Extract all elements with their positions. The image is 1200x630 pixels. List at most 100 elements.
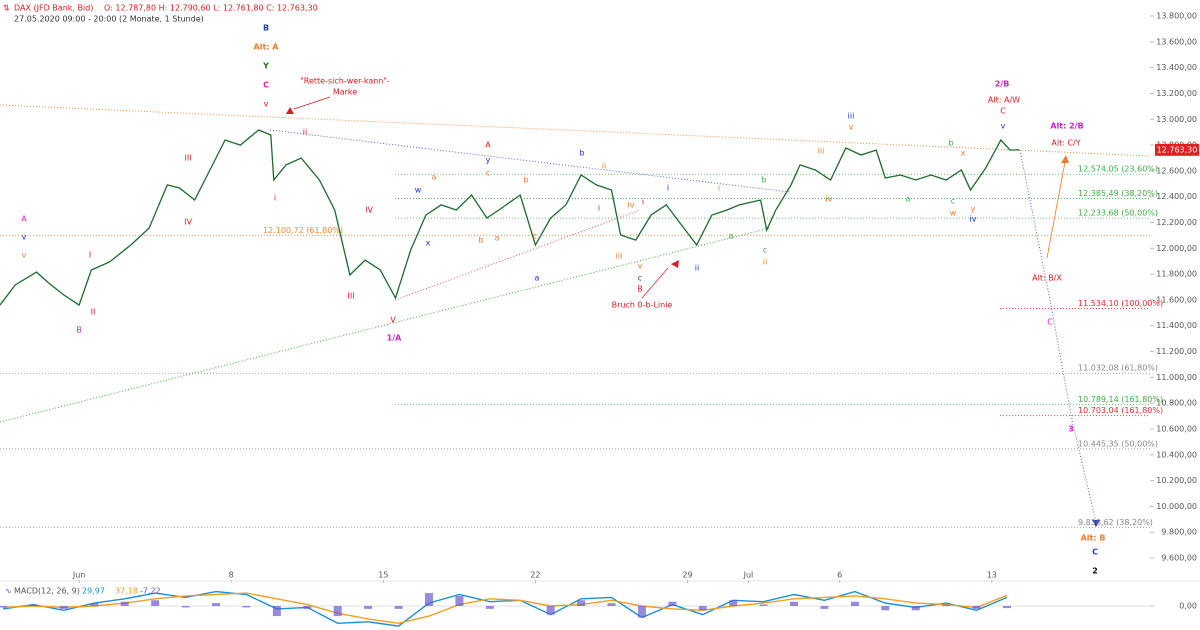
pointer [293, 96, 331, 110]
wave-label: IV [365, 206, 373, 215]
wave-label: A [485, 141, 491, 150]
period: 27.05.2020 09:00 - 20:00 (2 Monate, 1 St… [14, 15, 204, 24]
wave-label: I [89, 251, 91, 260]
wave-label: x [961, 149, 966, 158]
histogram-bar [850, 601, 859, 606]
macd-line [2, 590, 1008, 627]
last-price-label: 12.763,30 [1157, 145, 1198, 154]
wave-label: c [763, 246, 767, 255]
histogram-bar [151, 600, 160, 606]
trend-line [0, 227, 771, 423]
histogram-bar [242, 606, 251, 608]
x-tick-label: 13 [987, 571, 997, 580]
wave-label: c [533, 232, 537, 241]
histogram-bar [698, 606, 707, 611]
wave-label: B [263, 24, 269, 33]
x-tick-label: 8 [229, 571, 234, 580]
y-tick-label: 12.000,00 [1156, 244, 1197, 253]
wave-label: b [579, 149, 584, 158]
forecast-path [1019, 149, 1097, 523]
macd-icon: ∿ [5, 587, 12, 596]
wave-label: b [761, 176, 766, 185]
wave-label: b [948, 139, 953, 148]
trend-line [394, 209, 641, 301]
wave-label: i [642, 198, 644, 207]
wave-label: iv [826, 195, 833, 204]
y-tick-label: 12.400,00 [1156, 192, 1197, 201]
wave-label: i [718, 184, 720, 193]
y-tick-label: 13.600,00 [1156, 37, 1197, 46]
wave-label: y [971, 205, 976, 214]
wave-label: a [535, 274, 540, 283]
histogram-bar [1003, 606, 1012, 609]
wave-label: III [184, 154, 191, 163]
trend-line [0, 104, 1151, 157]
wave-label: A [21, 215, 27, 224]
y-tick-label: 10.600,00 [1156, 424, 1197, 433]
wave-label: v [22, 233, 27, 242]
level-label: 11.032,08 (61,80%) [1078, 364, 1158, 373]
wave-label: III [347, 292, 354, 301]
histogram-bar [29, 604, 38, 606]
histogram-bar [759, 604, 768, 606]
histogram-bar [668, 601, 677, 606]
pointer [641, 267, 669, 299]
wave-label: Y [262, 62, 269, 71]
histogram-bar [729, 600, 738, 606]
wave-label: IV [184, 218, 192, 227]
forecast-arrowhead [1092, 520, 1100, 527]
y-tick-label: 12.600,00 [1156, 166, 1197, 175]
x-tick-label: Jun [72, 571, 86, 580]
histogram-bar [546, 606, 555, 615]
level-label: 10.703,04 (161,80%) [1078, 406, 1163, 415]
y-tick-label: 13.800,00 [1156, 12, 1197, 21]
wave-label: B [76, 326, 82, 335]
wave-label: "Rette-sich-wer-kann"- [300, 77, 390, 86]
wave-label: ii [695, 264, 699, 273]
histogram-bar [272, 606, 281, 617]
wave-label: iii [818, 147, 825, 156]
wave-label: iv [628, 201, 635, 210]
wave-label: 2/B [995, 80, 1010, 89]
level-label: 10.445,35 (50,00%) [1078, 439, 1158, 448]
wave-label: C [1000, 107, 1006, 116]
histogram-bar [424, 593, 433, 606]
level-label: 12.233,68 (50,00%) [1078, 209, 1158, 218]
wave-label: II [91, 308, 96, 317]
wave-label: C [263, 81, 269, 90]
x-tick-label: 29 [682, 571, 692, 580]
wave-label: Alt: A [254, 43, 280, 52]
macd-line [2, 592, 1008, 625]
x-tick-label: 6 [837, 571, 842, 580]
y-tick-label: 10.000,00 [1156, 502, 1197, 511]
wave-label: Alt: B [1081, 534, 1106, 543]
macd-value: 37,18 [115, 587, 138, 596]
wave-label: i [274, 194, 276, 203]
wave-label: Bruch 0-b-Linie [612, 301, 673, 310]
y-tick-label: 12.200,00 [1156, 218, 1197, 227]
y-tick-label: 11.400,00 [1156, 321, 1197, 330]
ohlc: O: 12.787,80 H: 12.790,60 L: 12.761,80 C… [104, 4, 318, 13]
x-tick-label: Jul [743, 571, 754, 580]
macd-value: -7,22 [140, 587, 161, 596]
histogram-bar [303, 606, 312, 609]
wave-label: a [729, 232, 734, 241]
wave-label: iii [848, 112, 855, 121]
wave-label: c [638, 274, 642, 283]
forecast-arrowhead [1061, 155, 1069, 163]
wave-label: ii [602, 162, 606, 171]
y-tick-label: 10.400,00 [1156, 450, 1197, 459]
level-label: 11.534,10 (100,00%) [1078, 299, 1163, 308]
wave-label: y [486, 156, 491, 165]
x-tick-label: 22 [530, 571, 540, 580]
histogram-bar [942, 604, 951, 606]
histogram-bar [485, 606, 494, 609]
wave-label: Alt: B/X [1032, 274, 1062, 283]
wave-label: B [637, 285, 643, 294]
wave-label: 3 [1068, 425, 1074, 434]
wave-label: ii [763, 258, 767, 267]
price-line [0, 129, 1020, 307]
level-label: 10.789,14 (161,80%) [1078, 395, 1163, 404]
y-tick-label: 9.800,00 [1161, 528, 1197, 537]
histogram-bar [0, 606, 8, 608]
